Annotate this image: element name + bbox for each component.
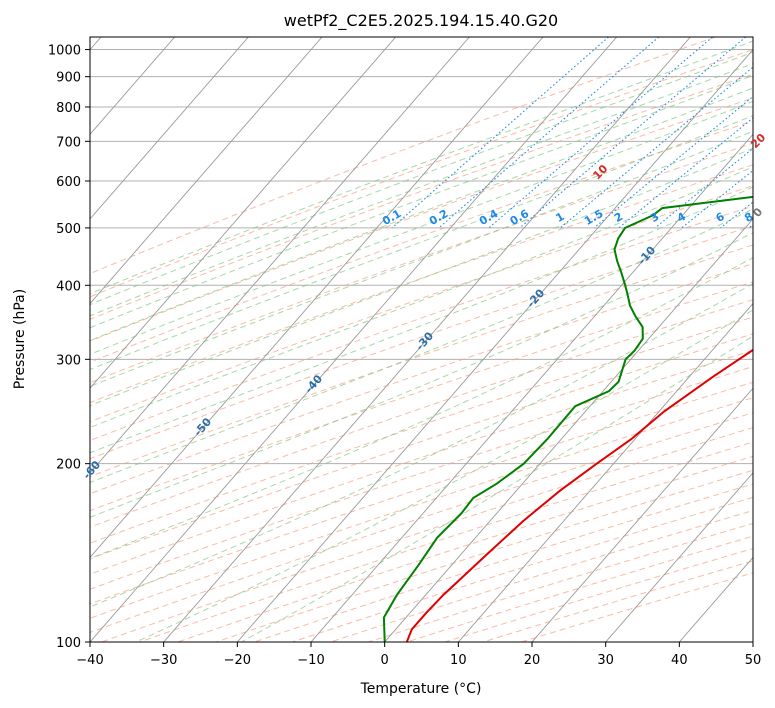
y-tick-label: 800 xyxy=(56,101,81,116)
isotherm-line xyxy=(90,37,397,389)
x-tick-label: 0 xyxy=(381,653,389,668)
dry-adiabat-line xyxy=(90,49,753,298)
dry-adiabat-line xyxy=(90,73,753,320)
y-axis-label: Pressure (hPa) xyxy=(12,289,28,389)
moist-adiabat-line xyxy=(90,186,753,454)
isotherm-line xyxy=(90,37,323,305)
isotherm-line xyxy=(90,37,544,559)
temperature-profile-line xyxy=(405,348,753,642)
y-tick-label: 600 xyxy=(56,175,81,190)
dry-adiabat-line xyxy=(90,333,753,560)
moist-adiabat-line xyxy=(90,147,753,407)
mixing-ratio-line xyxy=(593,95,753,229)
y-tick-label: 300 xyxy=(56,353,81,368)
x-tick-label: 40 xyxy=(671,653,688,668)
moist-adiabat-line xyxy=(90,74,753,329)
dry-adiabat-line xyxy=(90,164,753,404)
moist-adiabat-line xyxy=(90,257,753,560)
isotherm-line xyxy=(531,387,753,642)
y-tick-label: 900 xyxy=(56,71,81,86)
dry-adiabat-line xyxy=(90,225,753,460)
moist-adiabat-line xyxy=(90,232,753,518)
isotherm-line xyxy=(90,37,249,220)
mixing-ratio-line xyxy=(488,37,713,229)
y-tick-label: 200 xyxy=(56,458,81,473)
y-tick-label: 1000 xyxy=(48,44,81,59)
mixing-ratio-line xyxy=(519,37,747,229)
moist-adiabat-line xyxy=(90,87,753,342)
isotherm-line xyxy=(605,472,753,642)
moist-adiabat-line xyxy=(90,40,753,295)
isotherm-line xyxy=(310,133,753,642)
dry-adiabat-line xyxy=(90,381,753,605)
x-tick-label: −40 xyxy=(76,653,103,668)
moist-adiabat-line xyxy=(90,63,753,317)
plot-frame xyxy=(89,36,754,643)
y-tick-label: 400 xyxy=(56,279,81,294)
chart-title: wetPf2_C2E5.2025.194.15.40.G20 xyxy=(284,11,558,31)
y-tick-label: 100 xyxy=(56,636,81,651)
isotherm-line xyxy=(457,302,753,642)
moist-adiabat-line xyxy=(135,309,753,642)
x-tick-label: 50 xyxy=(745,653,762,668)
x-tick-label: 10 xyxy=(450,653,467,668)
dewpoint-profile-line xyxy=(382,195,753,642)
mixing-ratio-line xyxy=(681,169,753,229)
x-tick-label: −30 xyxy=(150,653,177,668)
moist-adiabat-line xyxy=(90,130,753,387)
y-tick-label: 500 xyxy=(56,222,81,237)
isotherm-line xyxy=(90,37,470,474)
isotherm-line xyxy=(90,37,618,642)
moist-adiabat-line xyxy=(90,51,753,306)
moist-adiabat-line xyxy=(241,335,753,642)
x-tick-label: 20 xyxy=(524,653,541,668)
x-tick-label: −10 xyxy=(297,653,324,668)
x-tick-label: 30 xyxy=(597,653,614,668)
isotherm-line xyxy=(163,37,691,642)
dry-adiabat-line xyxy=(90,142,753,384)
dry-adiabat-line xyxy=(90,281,753,512)
isotherm-line xyxy=(384,218,753,642)
y-tick-label: 700 xyxy=(56,135,81,150)
x-axis-label: Temperature (°C) xyxy=(360,681,482,697)
dry-adiabat-line xyxy=(90,120,753,363)
x-tick-label: −20 xyxy=(224,653,251,668)
dry-adiabat-line xyxy=(90,365,753,590)
dry-adiabat-line xyxy=(90,185,753,423)
isotherm-line xyxy=(236,49,753,642)
plot-area xyxy=(90,37,753,642)
